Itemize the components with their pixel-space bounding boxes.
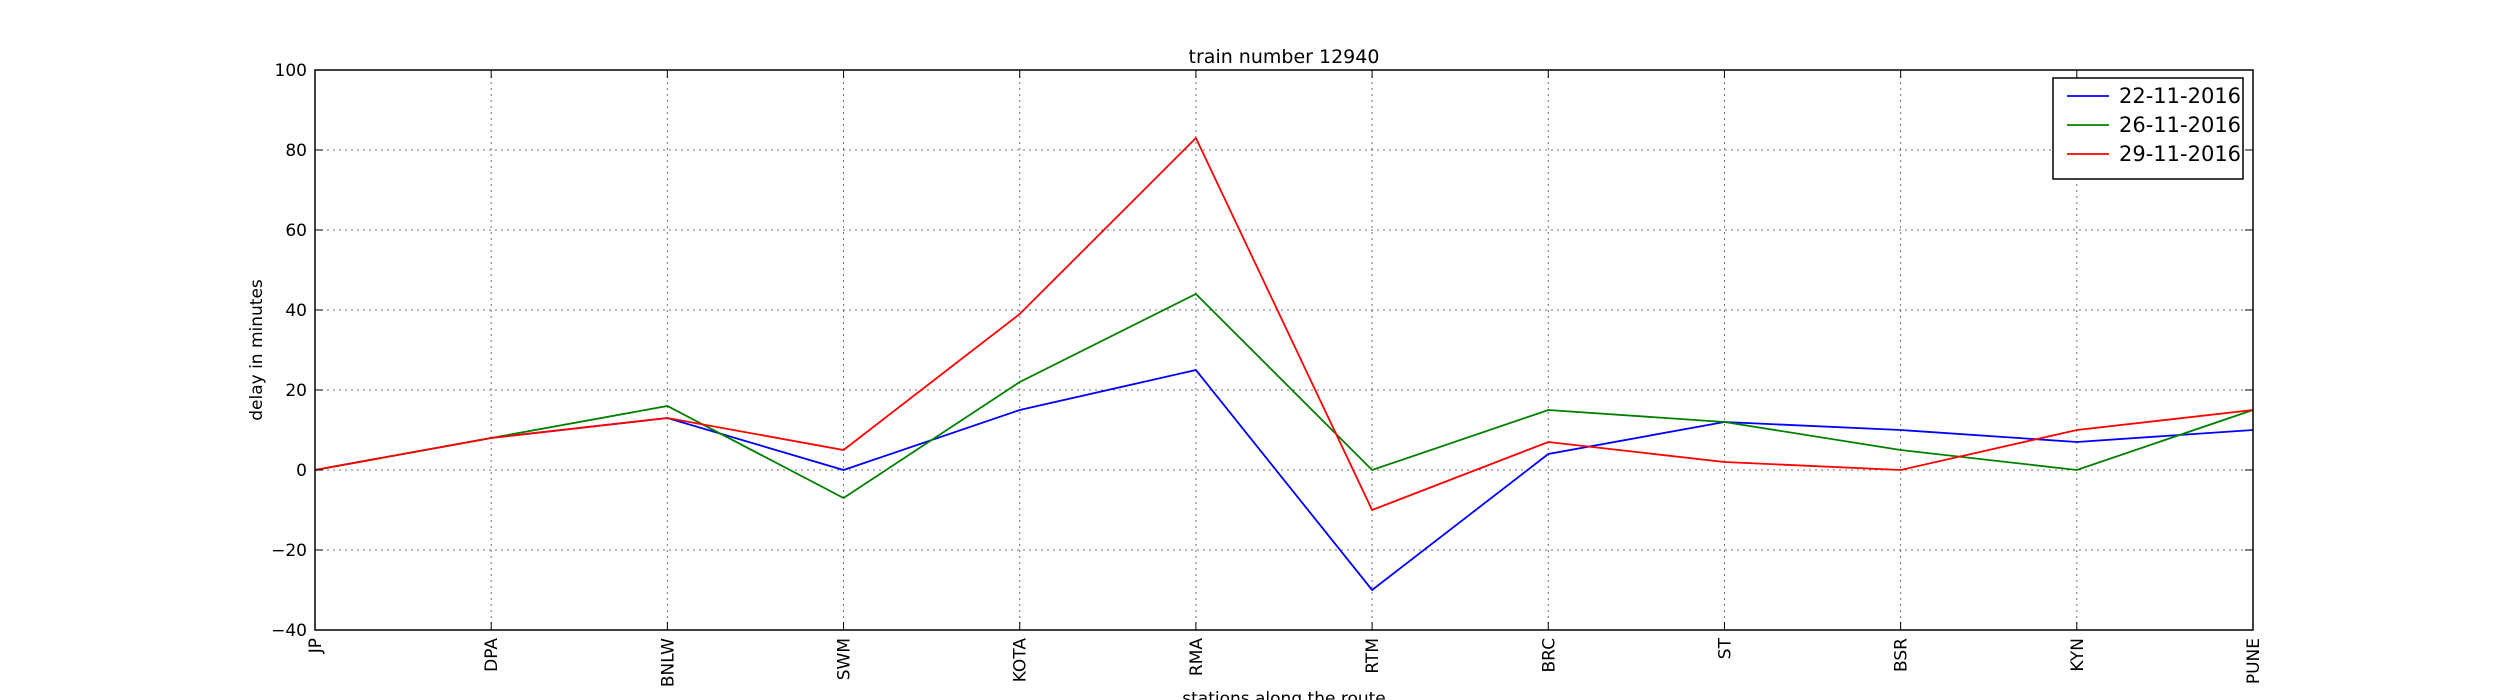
y-tick-label: 0	[296, 461, 307, 481]
y-tick-label: 60	[285, 221, 307, 241]
y-tick-label: −20	[271, 541, 307, 561]
legend: 22-11-2016 26-11-2016 29-11-2016	[2052, 77, 2244, 180]
series-line-22-11-2016	[314, 368, 2254, 592]
series-line-29-11-2016	[314, 136, 2254, 512]
x-tick-label: DPA	[482, 638, 502, 672]
x-tick-label: KYN	[2068, 638, 2088, 672]
legend-label: 26-11-2016	[2119, 113, 2241, 137]
legend-label: 22-11-2016	[2119, 84, 2241, 108]
plot-frame	[314, 69, 2254, 631]
grid	[315, 70, 2253, 630]
x-tick-label: JP	[306, 638, 326, 654]
y-tick-label: 80	[285, 141, 307, 161]
x-tick-label: SWM	[835, 638, 855, 680]
x-axis-ticks: JP DPA BNLW SWM KOTA RMA RTM BRC ST BSR KYN PUNE	[306, 70, 2264, 687]
chart-title: train number 12940	[1189, 46, 1380, 68]
y-axis-label: delay in minutes	[247, 279, 267, 421]
series-lines	[314, 136, 2254, 592]
y-tick-label: 20	[285, 381, 307, 401]
y-tick-label: 40	[285, 301, 307, 321]
y-tick-label: −40	[271, 621, 307, 641]
legend-box	[2052, 77, 2244, 180]
series-line-26-11-2016	[314, 292, 2254, 500]
x-axis-label: stations along the route	[1182, 689, 1386, 700]
x-tick-label: KOTA	[1011, 638, 1031, 683]
x-tick-label: RMA	[1187, 638, 1207, 676]
y-axis-ticks: −40 −20 0 20 40 60 80 100	[271, 61, 2253, 641]
x-tick-label: RTM	[1363, 638, 1383, 674]
y-tick-label: 100	[275, 61, 307, 81]
x-tick-label: BNLW	[658, 638, 678, 687]
legend-label: 29-11-2016	[2119, 142, 2241, 166]
x-tick-label: BRC	[1539, 638, 1559, 673]
x-tick-label: ST	[1715, 637, 1735, 659]
x-tick-label: BSR	[1892, 638, 1912, 672]
x-tick-label: PUNE	[2244, 638, 2264, 684]
